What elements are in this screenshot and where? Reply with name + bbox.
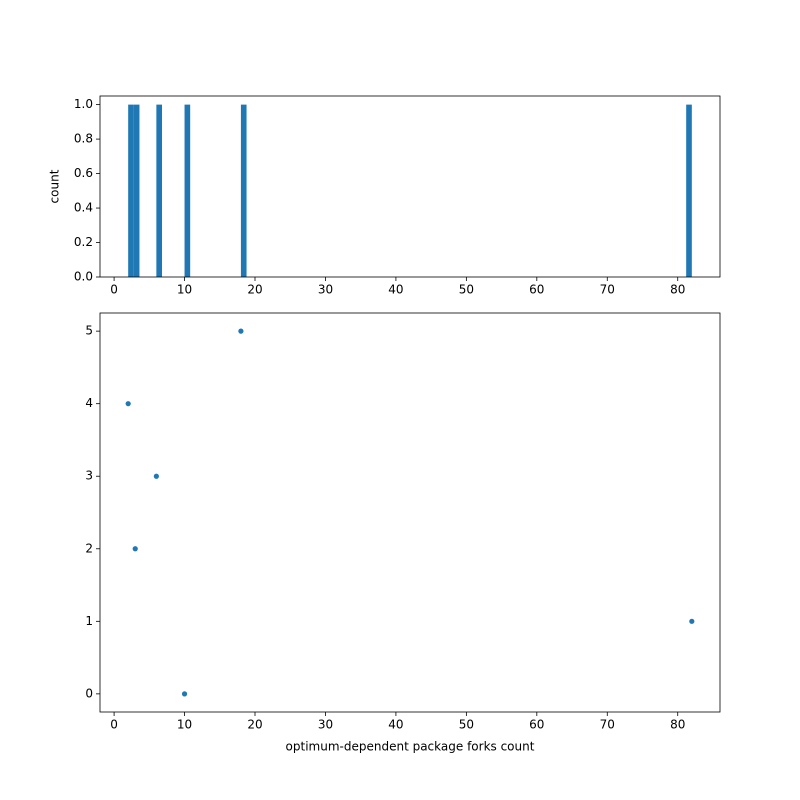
x-tick-label: 60	[529, 718, 544, 732]
x-tick-label: 20	[247, 718, 262, 732]
x-tick-label: 70	[600, 283, 615, 297]
y-axis-label: count	[48, 169, 62, 203]
x-axis-label: optimum-dependent package forks count	[286, 740, 535, 754]
x-tick-label: 30	[318, 718, 333, 732]
y-tick-label: 2	[85, 541, 93, 555]
x-tick-label: 80	[670, 283, 685, 297]
bar	[240, 104, 247, 277]
x-tick-label: 20	[247, 283, 262, 297]
y-tick-label: 3	[85, 469, 93, 483]
y-tick-label: 5	[85, 324, 93, 338]
axes-frame	[99, 312, 721, 713]
bar	[133, 104, 140, 277]
y-tick-label: 4	[85, 396, 93, 410]
x-tick-label: 60	[529, 283, 544, 297]
y-tick-label: 1	[85, 614, 93, 628]
x-tick-label: 0	[110, 718, 118, 732]
x-tick-label: 0	[110, 283, 118, 297]
x-tick-label: 10	[177, 283, 192, 297]
x-tick-label: 50	[459, 718, 474, 732]
x-tick-label: 70	[600, 718, 615, 732]
y-tick-label: 0.0	[74, 270, 93, 284]
x-tick-label: 40	[388, 718, 403, 732]
y-tick-label: 0.4	[74, 201, 93, 215]
x-tick-label: 40	[388, 283, 403, 297]
bar	[686, 104, 692, 277]
y-tick-label: 0.8	[74, 132, 93, 146]
point	[689, 618, 695, 624]
point	[132, 546, 138, 552]
bar	[184, 104, 191, 277]
bar	[128, 104, 134, 277]
axes-frame	[99, 95, 721, 278]
x-tick-label: 80	[670, 718, 685, 732]
point	[238, 328, 244, 334]
x-tick-label: 50	[459, 283, 474, 297]
y-tick-label: 0.6	[74, 166, 93, 180]
y-tick-label: 0	[85, 686, 93, 700]
x-tick-label: 30	[318, 283, 333, 297]
point	[125, 401, 131, 407]
point	[153, 473, 159, 479]
point	[181, 691, 188, 697]
y-tick-label: 0.2	[74, 235, 93, 249]
x-tick-label: 10	[177, 718, 192, 732]
bar	[156, 104, 162, 277]
y-tick-label: 1.0	[74, 97, 93, 111]
